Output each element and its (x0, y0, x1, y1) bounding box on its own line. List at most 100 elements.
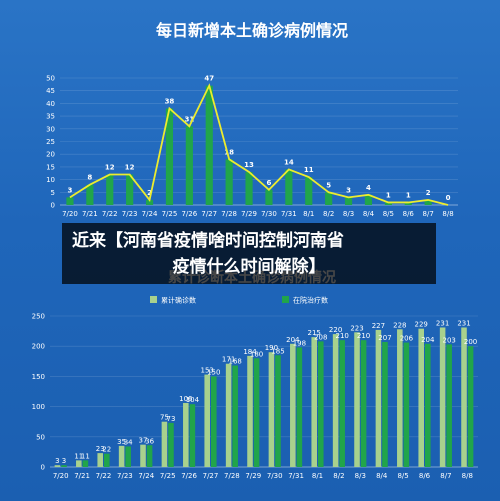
chart2-data-label: 35 (117, 438, 126, 446)
chart2-x-tick: 7/24 (138, 472, 154, 480)
chart1-data-label: 4 (366, 184, 371, 192)
chart2-y-tick: 50 (36, 433, 45, 441)
chart1-data-label: 18 (224, 148, 234, 156)
chart2-bar (125, 446, 131, 467)
chart1-bar (145, 199, 154, 205)
chart2-bar (183, 402, 189, 467)
chart1-daily-new-cases: 0510152025303540455037/2087/21127/22127/… (46, 75, 458, 218)
chart2-data-label: 34 (124, 438, 133, 446)
chart1-y-tick: 0 (51, 202, 55, 210)
chart1-data-label: 6 (267, 179, 272, 187)
chart2-x-tick: 8/7 (440, 472, 451, 480)
chart2-x-tick: 8/6 (419, 472, 431, 480)
chart1-x-tick: 8/1 (303, 210, 314, 218)
chart2-bar (54, 465, 61, 467)
chart2-x-tick: 7/31 (288, 472, 304, 480)
chart2-bar (189, 404, 196, 467)
chart1-bar (225, 159, 233, 205)
chart2-x-tick: 7/26 (181, 472, 197, 480)
chart1-y-tick: 20 (46, 151, 55, 159)
chart2-x-tick: 8/1 (312, 472, 323, 480)
chart2-y-tick: 250 (32, 313, 45, 321)
chart1-x-tick: 7/28 (221, 210, 237, 218)
chart1-x-tick: 7/25 (162, 210, 178, 218)
chart2-bar (168, 422, 174, 467)
chart2-x-tick: 7/28 (224, 472, 240, 480)
chart2-data-label: 223 (350, 324, 363, 332)
chart1-bar (165, 108, 174, 205)
chart1-data-label: 3 (346, 186, 351, 194)
chart2-bar (161, 421, 168, 467)
chart2-x-tick: 7/25 (160, 472, 176, 480)
chart1-bar (344, 197, 353, 205)
chart1-bar (424, 199, 432, 205)
chart2-data-label: 106 (179, 395, 193, 403)
chart2-bar (339, 340, 345, 467)
chart2-bar (61, 465, 67, 467)
chart2-data-label: 206 (400, 335, 414, 343)
chart1-x-tick: 7/27 (201, 210, 217, 218)
chart2-data-label: 3 (62, 457, 66, 465)
chart1-bar (305, 177, 313, 205)
chart1-bar (325, 192, 333, 205)
legend-label: 在院治疗数 (293, 296, 328, 305)
chart1-x-tick: 8/7 (423, 210, 434, 218)
chart2-x-tick: 8/4 (376, 472, 388, 480)
chart2-bar (140, 444, 146, 467)
chart2-bar (375, 329, 382, 467)
chart1-x-tick: 8/4 (363, 210, 375, 218)
chart1-data-label: 5 (326, 181, 331, 189)
chart1-data-label: 2 (147, 189, 152, 197)
chart2-x-tick: 8/3 (355, 472, 366, 480)
chart2-bar (232, 365, 238, 467)
chart2-data-label: 184 (243, 348, 257, 356)
chart2-y-tick: 0 (41, 464, 45, 472)
chart2-data-label: 180 (250, 350, 263, 358)
chart2-bar (318, 341, 324, 467)
chart1-y-tick: 5 (51, 189, 55, 197)
chart2-bar (360, 340, 367, 467)
chart2-data-label: 36 (145, 437, 154, 445)
chart1-bar (106, 174, 114, 205)
chart2-data-label: 207 (378, 334, 391, 342)
chart2-bar (403, 342, 410, 467)
chart2-bar (446, 344, 452, 467)
chart1-data-label: 12 (105, 164, 115, 172)
chart2-data-label: 220 (329, 326, 342, 334)
chart2-x-tick: 7/23 (117, 472, 133, 480)
chart1-title: 每日新增本土确诊病例情况 (156, 21, 348, 40)
chart2-bar (311, 337, 317, 467)
chart2-x-tick: 7/29 (245, 472, 261, 480)
chart2-bar (296, 347, 303, 467)
chart2-bar (104, 453, 110, 467)
chart2-x-tick: 7/21 (74, 472, 90, 480)
chart1-data-label: 13 (244, 161, 254, 169)
chart2-bar (76, 460, 82, 467)
chart2-data-label: 200 (464, 338, 477, 346)
chart1-data-label: 31 (184, 115, 194, 123)
chart1-data-label: 1 (386, 191, 391, 199)
chart1-x-tick: 7/21 (82, 210, 98, 218)
chart1-bar (205, 85, 213, 205)
chart2-bar (397, 329, 403, 467)
chart1-x-tick: 7/22 (102, 210, 118, 218)
chart1-y-tick: 35 (46, 113, 55, 121)
chart2-data-label: 227 (372, 322, 385, 330)
chart2-bar (268, 352, 275, 467)
chart2-data-label: 150 (207, 368, 220, 376)
chart1-bar (364, 194, 373, 205)
chart1-x-tick: 7/23 (122, 210, 138, 218)
chart1-data-label: 47 (204, 75, 214, 83)
chart2-data-label: 208 (314, 333, 327, 341)
headline-line-2: 疫情什么时间解除】 (172, 256, 326, 277)
chart1-bar (265, 189, 273, 205)
chart1-y-tick: 10 (46, 176, 55, 184)
chart1-y-tick: 25 (46, 138, 55, 146)
chart2-data-label: 215 (308, 329, 321, 337)
chart1-x-tick: 7/29 (241, 210, 257, 218)
chart2-data-label: 198 (293, 339, 306, 347)
chart2-bar (118, 445, 125, 467)
chart1-x-tick: 7/20 (62, 210, 78, 218)
chart2-legend: 累计确诊数 在院治疗数 (150, 296, 328, 305)
